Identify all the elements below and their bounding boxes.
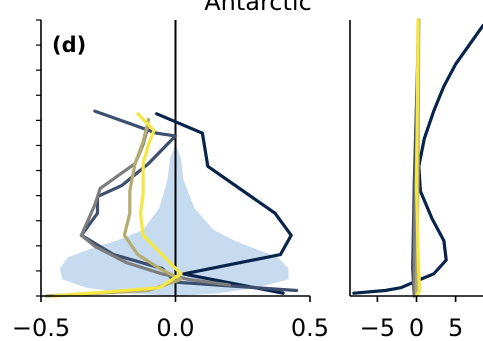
right-axes: −5 0 5 [349,20,483,341]
right-series-lines [352,18,483,298]
left-panel: −0.5 0.0 0.5 (d) [12,19,329,341]
series-line-4 [44,117,183,298]
x-tick-label-0: −0.5 [12,314,70,341]
left-series-lines [44,20,299,298]
chart-title: Antarctic [204,0,312,16]
series-line-5 [414,18,422,298]
left-axes: −0.5 0.0 0.5 [12,19,329,341]
right-panel: −5 0 5 [349,18,483,341]
x-tick-label-2: 0.5 [291,314,329,341]
x-tick-label-1: 0.0 [156,314,194,341]
x-tick-label-1: 0 [409,314,424,341]
x-tick-label-2: 5 [448,314,463,341]
series-line-5 [52,112,183,298]
series-line-1 [155,112,293,295]
x-tick-label-0: −5 [360,314,395,341]
series-line-1 [352,23,483,295]
panel-label: (d) [52,33,86,57]
